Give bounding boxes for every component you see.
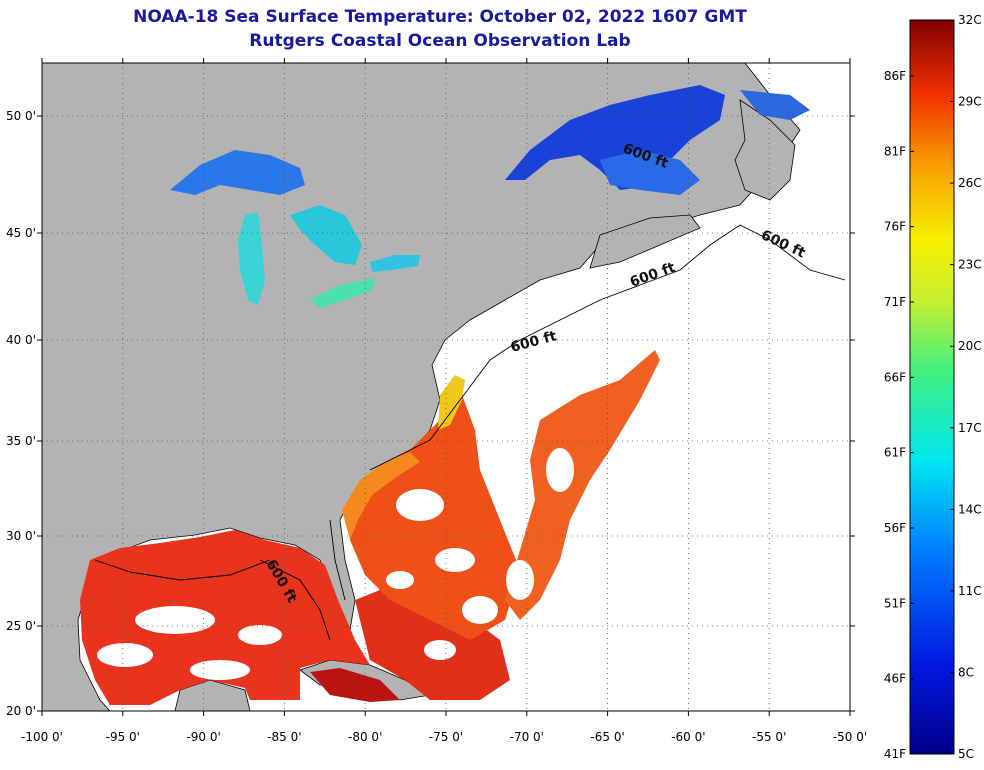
land-nova-scotia bbox=[589, 214, 701, 269]
sst-labrador bbox=[740, 90, 810, 120]
latitude-label: 25 0' bbox=[6, 619, 36, 633]
celsius-label: 5C bbox=[958, 747, 974, 761]
fahrenheit-label: 81F bbox=[884, 144, 906, 158]
longitude-label: -85 0' bbox=[267, 730, 301, 744]
longitude-label: -60 0' bbox=[671, 730, 705, 744]
latitude-label: 50 0' bbox=[6, 109, 36, 123]
sst-st-lawrence bbox=[505, 85, 725, 190]
latitude-label: 40 0' bbox=[6, 333, 36, 347]
celsius-label: 26C bbox=[958, 176, 982, 190]
celsius-label: 17C bbox=[958, 421, 982, 435]
sst-offshore-patches bbox=[505, 350, 660, 620]
lake-huron bbox=[290, 205, 362, 265]
longitude-label: -90 0' bbox=[186, 730, 220, 744]
celsius-labels: 32C 29C 26C 23C 20C 17C 14C 11C 8C 5C bbox=[958, 13, 982, 761]
longitude-label: -80 0' bbox=[348, 730, 382, 744]
fahrenheit-label: 71F bbox=[884, 295, 906, 309]
fahrenheit-label: 56F bbox=[884, 521, 906, 535]
celsius-label: 20C bbox=[958, 339, 982, 353]
fahrenheit-label: 41F bbox=[884, 747, 906, 761]
isobath-600ft bbox=[94, 224, 846, 641]
latitude-label: 35 0' bbox=[6, 434, 36, 448]
longitude-labels: -100 0' -95 0' -90 0' -85 0' -80 0' -75 0' -70… bbox=[21, 730, 867, 744]
sst-gulf-warm-core bbox=[310, 668, 400, 702]
sst-gulf-of-mexico bbox=[80, 530, 370, 705]
celsius-label: 14C bbox=[958, 502, 982, 516]
map-subtitle: Rutgers Coastal Ocean Observation Lab bbox=[249, 31, 631, 51]
longitude-label: -70 0' bbox=[510, 730, 544, 744]
longitude-label: -100 0' bbox=[21, 730, 63, 744]
fahrenheit-label: 46F bbox=[884, 672, 906, 686]
sst-st-lawrence-east bbox=[600, 150, 700, 195]
longitude-label: -75 0' bbox=[429, 730, 463, 744]
fahrenheit-labels: 86F 81F 76F 71F 66F 61F 56F 51F 46F 41F bbox=[884, 69, 906, 761]
celsius-label: 29C bbox=[958, 95, 982, 109]
axis-ticks bbox=[37, 58, 855, 716]
sst-cape-hatteras bbox=[438, 375, 465, 430]
latitude-label: 20 0' bbox=[6, 704, 36, 718]
lake-michigan bbox=[238, 212, 265, 305]
cloud-patches bbox=[97, 448, 602, 680]
graticule bbox=[42, 63, 850, 711]
fahrenheit-label: 76F bbox=[884, 220, 906, 234]
fahrenheit-label: 86F bbox=[884, 69, 906, 83]
sst-shelf-southeast bbox=[342, 452, 420, 540]
fahrenheit-label: 66F bbox=[884, 370, 906, 384]
longitude-label: -95 0' bbox=[106, 730, 140, 744]
lake-erie bbox=[310, 278, 375, 308]
map-title: NOAA-18 Sea Surface Temperature: October… bbox=[133, 7, 747, 27]
celsius-label: 11C bbox=[958, 584, 982, 598]
colorbar-gradient bbox=[909, 19, 955, 755]
land-yucatan bbox=[174, 679, 251, 711]
latitude-labels: 50 0' 45 0' 40 0' 35 0' 30 0' 25 0' 20 0' bbox=[6, 109, 36, 718]
fahrenheit-label: 51F bbox=[884, 596, 906, 610]
latitude-label: 30 0' bbox=[6, 529, 36, 543]
fahrenheit-label: 61F bbox=[884, 446, 906, 460]
celsius-label: 8C bbox=[958, 665, 974, 679]
longitude-label: -50 0' bbox=[833, 730, 867, 744]
celsius-label: 23C bbox=[958, 258, 982, 272]
latitude-label: 45 0' bbox=[6, 226, 36, 240]
land-newfoundland bbox=[734, 99, 796, 201]
celsius-label: 32C bbox=[958, 13, 982, 27]
lake-ontario bbox=[370, 255, 420, 272]
longitude-label: -55 0' bbox=[752, 730, 786, 744]
longitude-label: -65 0' bbox=[590, 730, 624, 744]
